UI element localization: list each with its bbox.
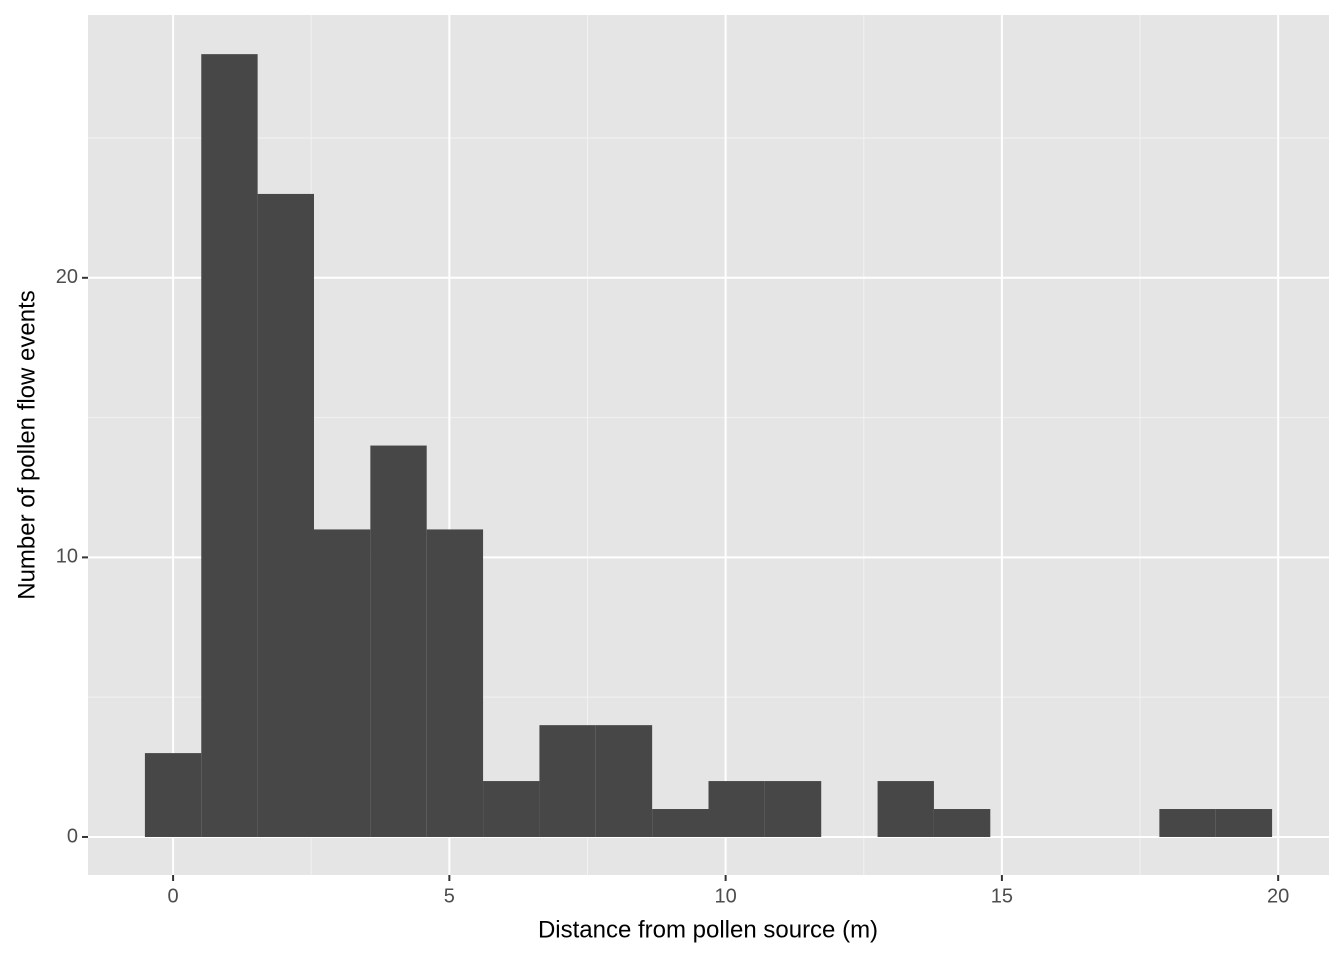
y-tick-label: 10: [56, 546, 78, 568]
y-tick-label: 0: [67, 825, 78, 847]
bar: [595, 725, 653, 837]
bar: [764, 781, 822, 837]
bar: [652, 809, 709, 837]
bar: [313, 529, 371, 837]
bar: [483, 781, 540, 837]
bar: [257, 193, 314, 837]
y-tick-label: 20: [56, 266, 78, 288]
x-tick-label: 0: [168, 885, 179, 907]
bar: [1159, 809, 1216, 837]
x-tick-label: 10: [715, 885, 737, 907]
bar: [708, 781, 765, 837]
bar: [144, 753, 202, 837]
y-axis-title: Number of pollen flow events: [13, 290, 40, 600]
x-tick-label: 20: [1267, 885, 1289, 907]
x-tick-label: 5: [444, 885, 455, 907]
x-axis-title: Distance from pollen source (m): [538, 916, 878, 943]
bar: [877, 781, 934, 837]
bar: [370, 445, 427, 837]
bar: [539, 725, 596, 837]
bar: [933, 809, 991, 837]
x-tick-label: 15: [991, 885, 1013, 907]
bar: [201, 54, 258, 837]
bar: [1215, 809, 1273, 837]
bar: [426, 529, 484, 837]
